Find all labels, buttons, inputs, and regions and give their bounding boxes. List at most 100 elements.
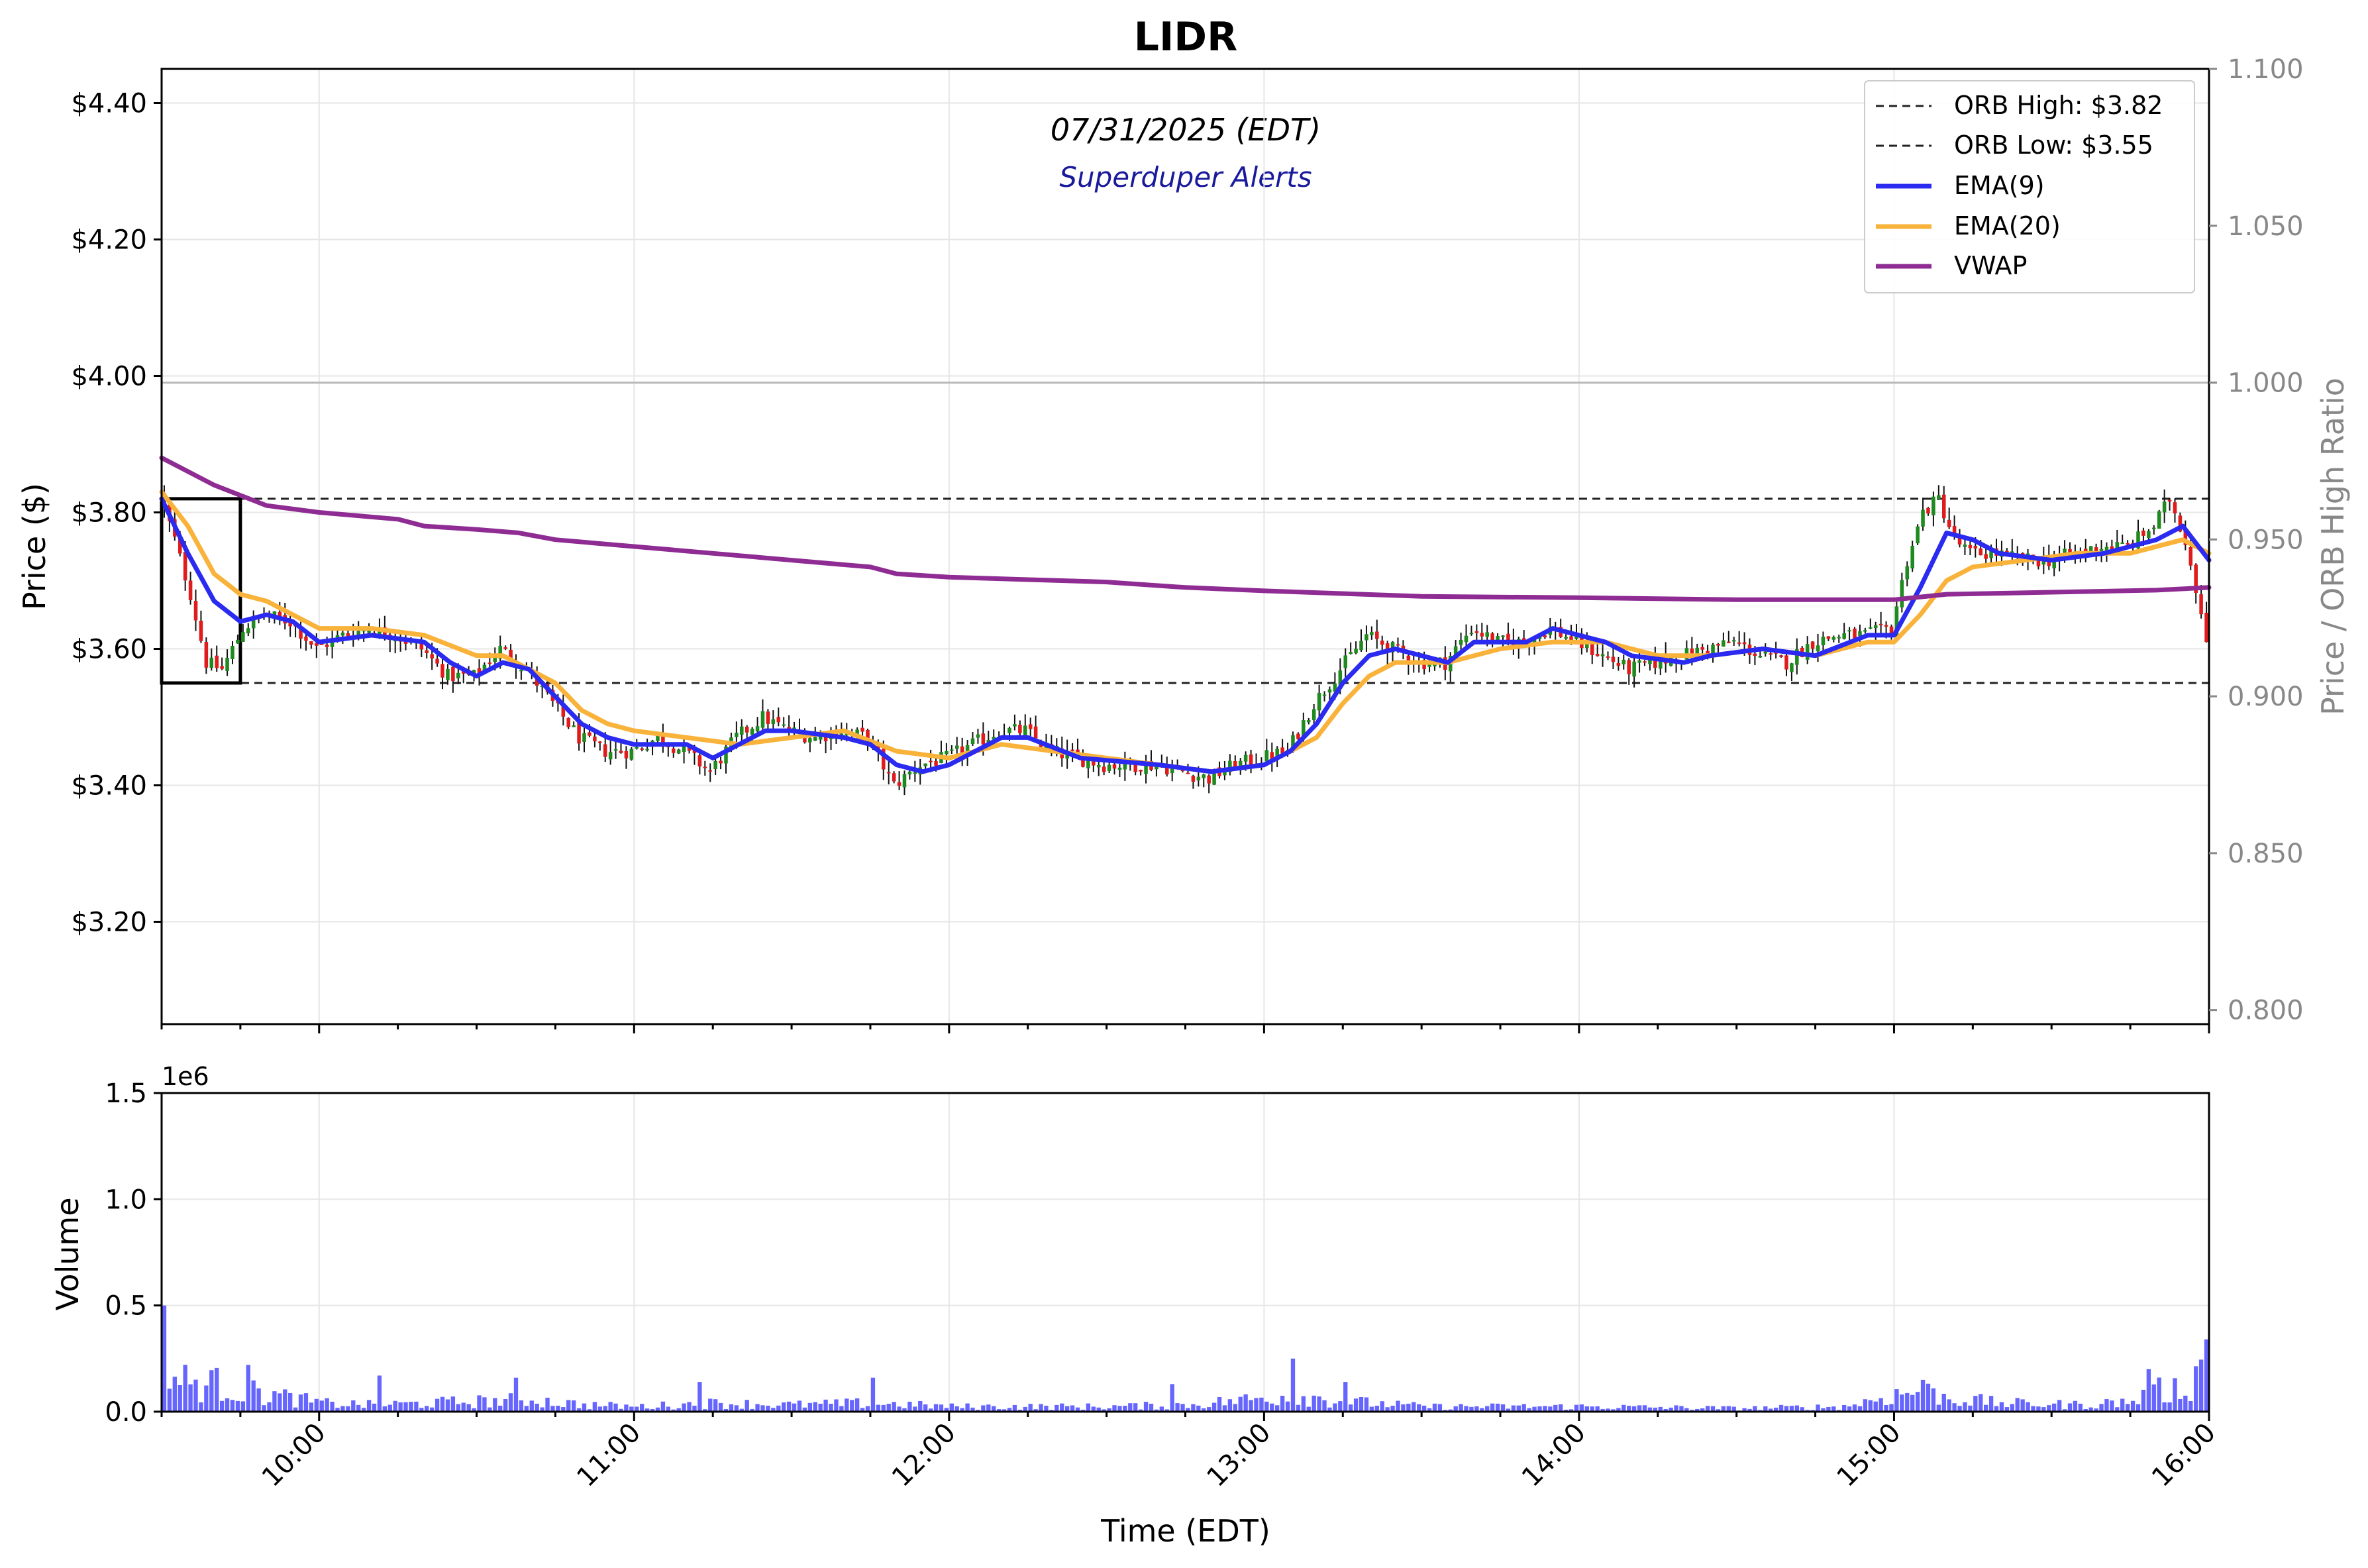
volume-bar [644,1408,650,1412]
volume-bar [1437,1404,1443,1412]
volume-bar [1374,1406,1379,1412]
volume-bar [1033,1409,1038,1412]
volume-bar [1327,1407,1332,1412]
volume-bar [172,1377,177,1412]
volume-bar [786,1401,792,1412]
candle-body [430,654,434,658]
candle [708,763,713,782]
candle-body [1564,637,1568,639]
candle-body [1952,526,1957,535]
volume-bar [235,1400,240,1412]
volume-bar [1800,1407,1804,1412]
volume-bar [1348,1404,1353,1412]
volume-bar [314,1398,319,1412]
price-tick-label: $3.40 [71,771,147,802]
candle-body [299,627,303,639]
time-tick-label: 16:00 [2146,1418,2222,1493]
candle-body [236,639,240,644]
candle-body [1385,643,1390,653]
candle-body [1763,651,1768,654]
volume-bar [1999,1402,2004,1412]
candle-body [1737,642,1741,644]
volume-bar [488,1407,492,1412]
volume-bar [619,1408,623,1412]
candle-body [2157,511,2161,529]
candle-body [435,658,439,664]
volume-bar [1002,1409,1007,1412]
candle [1947,507,1951,529]
candle-body [1816,645,1820,652]
candle [1643,660,1647,666]
volume-bar [1306,1406,1311,1412]
volume-bar [1590,1406,1594,1412]
candle [193,589,198,631]
volume-bar [1506,1408,1511,1412]
volume-bar [897,1406,901,1412]
candle-body [1312,709,1316,720]
volume-bar [2099,1404,2104,1412]
candle [1086,758,1090,778]
candle-body [954,745,959,749]
volume-bar [1789,1406,1794,1412]
candle [582,724,586,753]
candle-body [1979,548,1983,556]
volume-bar [1726,1406,1731,1412]
volume-bar [1211,1402,1217,1412]
volume-bar [1637,1405,1642,1412]
candle-body [577,723,581,744]
candle-body [1731,640,1736,642]
candle [1968,539,1973,556]
volume-bar [524,1406,529,1412]
candle-body [1595,654,1600,656]
volume-bar [1138,1409,1143,1412]
candle-body [315,643,319,646]
candle-body [1238,760,1243,768]
volume-bar [178,1385,182,1412]
volume-bar [1622,1404,1626,1412]
volume-bar [718,1402,723,1412]
volume-bar [503,1398,508,1412]
candle [1910,541,1914,572]
volume-bar [1480,1408,1484,1412]
candle-body [818,735,823,740]
volume-bar [298,1394,303,1412]
volume-bar [682,1403,686,1412]
volume-bar [256,1388,261,1412]
candle-body [1884,625,1888,627]
volume-bar [251,1380,256,1412]
candle-body [1653,658,1657,668]
volume-bar [2146,1369,2151,1412]
vwap-line [159,455,2212,602]
volume-bar [2110,1400,2114,1412]
candle-body [1013,724,1017,727]
candle-body [1228,760,1232,772]
volume-bar [2198,1359,2204,1412]
volume-bar [2020,1399,2025,1412]
ratio-tick-label: 0.850 [2228,839,2304,869]
candle-body [1501,635,1505,637]
volume-bar [865,1406,870,1412]
candle-body [1343,655,1348,668]
volume-bar [1920,1379,1926,1412]
candle [419,634,424,657]
volume-bar [597,1406,602,1412]
candle [2204,601,2208,643]
volume-bar [1412,1402,1416,1412]
candle [1769,651,1773,660]
candle-body [1474,631,1479,633]
volume-bar [1905,1392,1910,1412]
ema9-line [159,496,2212,774]
candle [1364,625,1368,652]
volume-bar [414,1401,419,1412]
candle-body [340,632,345,636]
candle [2136,519,2140,553]
candle-body [482,664,487,672]
candle [1123,751,1127,781]
volume-bar [1091,1406,1096,1412]
volume-bar [283,1389,287,1412]
candle-body [419,643,424,650]
candle-body [687,747,692,751]
candle-body [593,736,597,742]
volume-bar [1490,1403,1495,1412]
volume-bar [204,1385,209,1412]
